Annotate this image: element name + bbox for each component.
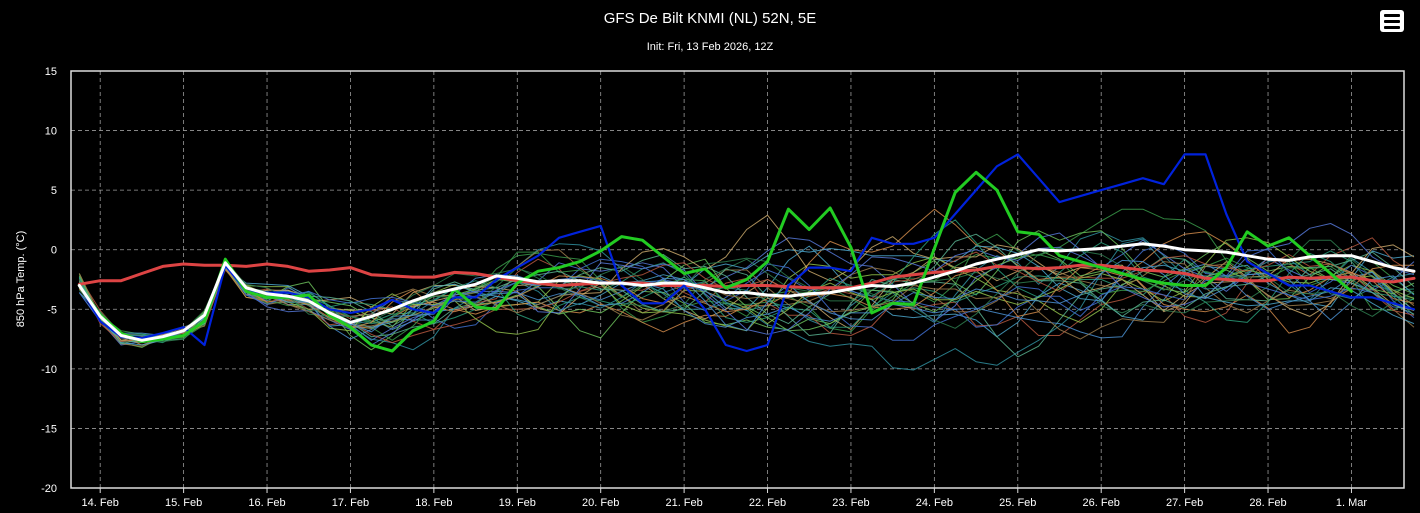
ensemble-member-line: [78, 261, 1415, 344]
ensemble-member-line: [78, 248, 1415, 342]
x-tick-label: 20. Feb: [582, 497, 619, 509]
x-tick-label: 27. Feb: [1166, 497, 1203, 509]
ensemble-member-line: [78, 239, 1415, 344]
x-tick-label: 24. Feb: [916, 497, 953, 509]
x-tick-label: 23. Feb: [832, 497, 869, 509]
plot-area-border: [70, 70, 1405, 489]
y-tick-label: -10: [41, 364, 57, 376]
y-axis-label: 850 hPa Temp. (°C): [15, 231, 27, 328]
ensemble-member-line: [78, 223, 1415, 346]
hamburger-menu-icon: [1384, 14, 1400, 17]
y-axis: -20 -15 -10 -5 0 5 10 15: [41, 66, 57, 495]
climate-series-line: [77, 262, 1416, 290]
x-tick-label: 21. Feb: [665, 497, 702, 509]
highlighted-series-layer: [77, 153, 1416, 353]
y-tick-label: -15: [41, 423, 57, 435]
x-tick-label: 26. Feb: [1083, 497, 1120, 509]
x-tick-label: 15. Feb: [165, 497, 202, 509]
x-tick-label: 17. Feb: [332, 497, 369, 509]
ensemble-member-line: [78, 231, 1415, 342]
x-tick-label: 22. Feb: [749, 497, 786, 509]
ensemble-member-line: [78, 251, 1415, 341]
y-tick-label: -20: [41, 483, 57, 495]
x-tick-label: 19. Feb: [499, 497, 536, 509]
y-tick-label: 5: [51, 185, 57, 197]
ensemble-member-line: [78, 262, 1415, 342]
y-tick-label: 15: [45, 66, 57, 78]
x-tick-label: 14. Feb: [82, 497, 119, 509]
x-tick-label: 28. Feb: [1249, 497, 1286, 509]
y-tick-label: -5: [47, 304, 57, 316]
x-tick-label: 18. Feb: [415, 497, 452, 509]
chart-menu-button[interactable]: [1380, 10, 1404, 32]
y-tick-label: 10: [45, 126, 57, 138]
ensemble-member-line: [78, 237, 1415, 344]
x-tick-label: 1. Mar: [1336, 497, 1368, 509]
x-tick-label: 16. Feb: [248, 497, 285, 509]
x-axis: 14. Feb 15. Feb 16. Feb 17. Feb 18. Feb 19. F…: [82, 488, 1368, 509]
chart-title: GFS De Bilt KNMI (NL) 52N, 5E: [604, 10, 817, 27]
ensemble-member-line: [78, 259, 1415, 340]
mean-series-line: [77, 242, 1416, 342]
chart-subtitle: Init: Fri, 13 Feb 2026, 12Z: [647, 41, 774, 53]
x-tick-label: 25. Feb: [999, 497, 1036, 509]
y-tick-label: 0: [51, 245, 57, 257]
